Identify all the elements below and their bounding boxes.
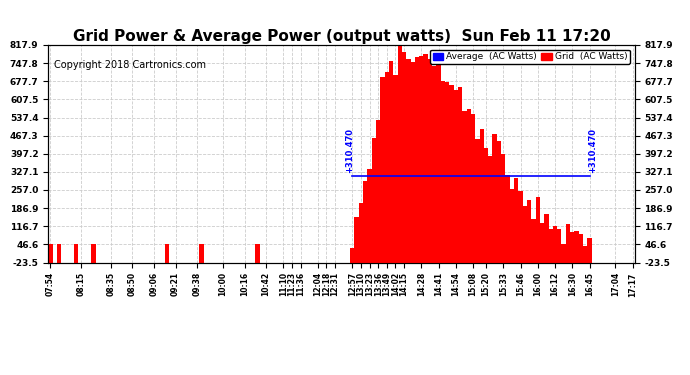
- Legend: Average  (AC Watts), Grid  (AC Watts): Average (AC Watts), Grid (AC Watts): [430, 50, 630, 64]
- Bar: [445, 82, 449, 262]
- Bar: [255, 244, 259, 262]
- Bar: [501, 154, 506, 262]
- Text: +310.470: +310.470: [345, 128, 354, 173]
- Title: Grid Power & Average Power (output watts)  Sun Feb 11 17:20: Grid Power & Average Power (output watts…: [72, 29, 611, 44]
- Bar: [480, 129, 484, 262]
- Bar: [583, 246, 587, 262]
- Bar: [471, 114, 475, 262]
- Bar: [415, 57, 420, 262]
- Bar: [493, 134, 497, 262]
- Bar: [385, 72, 389, 262]
- Bar: [420, 56, 424, 262]
- Bar: [380, 77, 385, 262]
- Bar: [165, 244, 169, 262]
- Bar: [531, 219, 535, 262]
- Bar: [579, 234, 583, 262]
- Bar: [48, 244, 52, 262]
- Bar: [411, 62, 415, 262]
- Bar: [406, 58, 411, 262]
- Bar: [355, 217, 359, 262]
- Bar: [484, 148, 489, 262]
- Bar: [441, 81, 445, 262]
- Bar: [510, 189, 514, 262]
- Bar: [575, 231, 579, 262]
- Bar: [372, 138, 376, 262]
- Bar: [544, 214, 549, 262]
- Bar: [497, 141, 501, 262]
- Text: Copyright 2018 Cartronics.com: Copyright 2018 Cartronics.com: [55, 60, 206, 70]
- Bar: [389, 61, 393, 262]
- Bar: [506, 175, 510, 262]
- Bar: [540, 222, 544, 262]
- Bar: [75, 244, 79, 262]
- Bar: [553, 226, 558, 262]
- Bar: [549, 229, 553, 262]
- Bar: [428, 60, 432, 262]
- Bar: [587, 238, 592, 262]
- Text: +310.470: +310.470: [588, 128, 597, 173]
- Bar: [363, 181, 368, 262]
- Bar: [454, 90, 458, 262]
- Bar: [376, 120, 380, 262]
- Bar: [558, 229, 562, 262]
- Bar: [489, 156, 493, 262]
- Bar: [351, 248, 355, 262]
- Bar: [397, 38, 402, 262]
- Bar: [566, 224, 570, 262]
- Bar: [458, 87, 462, 262]
- Bar: [393, 75, 397, 262]
- Bar: [527, 200, 531, 262]
- Bar: [475, 139, 480, 262]
- Bar: [432, 66, 437, 262]
- Bar: [402, 52, 406, 262]
- Bar: [523, 206, 527, 262]
- Bar: [359, 203, 363, 262]
- Bar: [570, 232, 575, 262]
- Bar: [199, 244, 204, 262]
- Bar: [368, 169, 372, 262]
- Bar: [424, 54, 428, 262]
- Bar: [437, 62, 441, 262]
- Bar: [57, 244, 61, 262]
- Bar: [562, 244, 566, 262]
- Bar: [462, 111, 466, 262]
- Bar: [514, 178, 518, 262]
- Bar: [91, 244, 96, 262]
- Bar: [535, 197, 540, 262]
- Bar: [466, 109, 471, 262]
- Bar: [449, 85, 454, 262]
- Bar: [518, 191, 523, 262]
